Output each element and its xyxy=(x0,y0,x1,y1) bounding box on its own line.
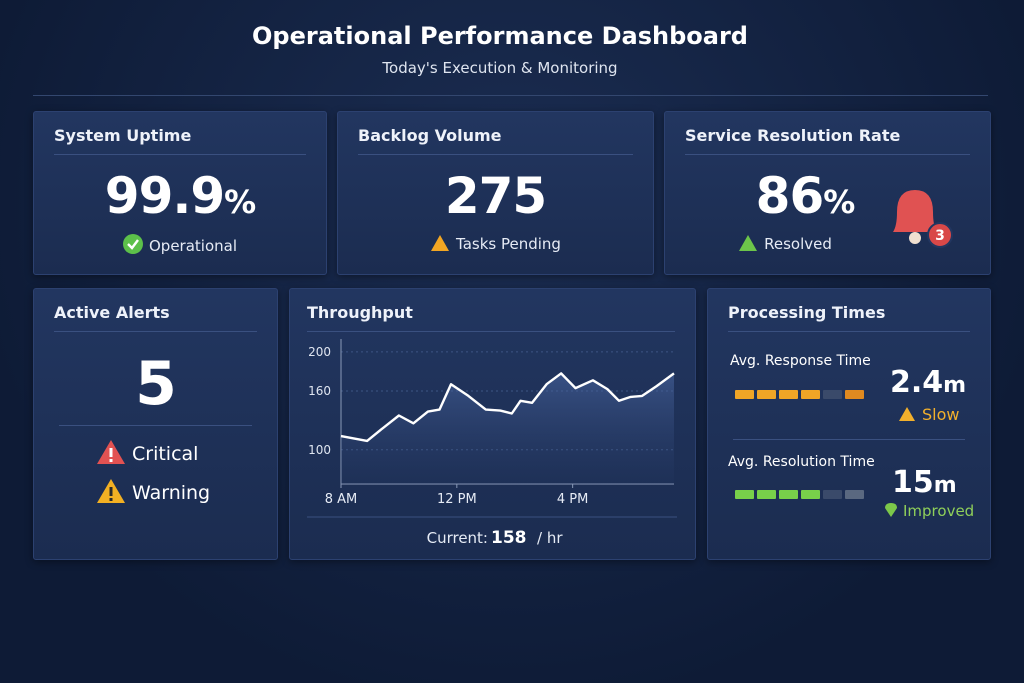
check-icon xyxy=(122,234,143,254)
current-unit: / hr xyxy=(537,529,563,547)
item-value: 2.4 xyxy=(890,365,944,400)
processing-card: Processing Times Avg. Response Time 2.4m… xyxy=(707,288,991,560)
x-tick-label: 8 AM xyxy=(325,492,358,507)
page-subtitle: Today's Execution & Monitoring xyxy=(382,59,618,77)
status-text: Resolved xyxy=(764,235,832,253)
critical-icon xyxy=(97,440,125,464)
item-status: Improved xyxy=(884,502,974,520)
badge-count: 3 xyxy=(935,228,945,244)
segment-bar xyxy=(735,384,867,403)
card-rule xyxy=(733,439,965,440)
status-text: Improved xyxy=(903,502,975,520)
resolution-card: Service Resolution Rate 86% Resolved 3 xyxy=(664,111,991,275)
status-text: Slow xyxy=(922,405,960,424)
throughput-card: Throughput Current: 158 / hr 100 160 200 8 … xyxy=(289,288,696,560)
metric-value: 86 xyxy=(755,167,825,225)
status: Operational xyxy=(34,234,326,255)
card-rule xyxy=(358,154,633,155)
item-unit: m xyxy=(943,373,967,398)
y-tick-label: 100 xyxy=(308,443,331,457)
current-value: 158 xyxy=(491,528,527,548)
status: Resolved xyxy=(665,234,905,253)
segment-bar xyxy=(735,484,867,503)
improved-icon xyxy=(885,503,897,517)
warning-icon xyxy=(97,479,125,503)
alert-item: Warning xyxy=(96,478,210,504)
item-label: Avg. Response Time xyxy=(730,353,871,369)
card-rule xyxy=(54,331,257,332)
card-title: Active Alerts xyxy=(54,303,170,322)
card-title: Throughput xyxy=(307,303,413,322)
line-area xyxy=(341,373,674,484)
card-rule xyxy=(728,331,970,332)
metric-value: 275 xyxy=(444,167,547,225)
item-unit: m xyxy=(933,473,957,498)
alert-text: Warning xyxy=(132,482,211,504)
item-metric: 2.4m xyxy=(890,365,966,400)
up-icon xyxy=(739,235,758,251)
item-metric: 15m xyxy=(892,465,957,500)
x-tick-label: 4 PM xyxy=(557,492,588,507)
divider xyxy=(33,95,988,96)
item-value: 15 xyxy=(892,465,934,500)
metric: 99.9% xyxy=(34,167,326,225)
card-rule xyxy=(54,154,306,155)
warning-icon xyxy=(431,235,450,251)
backlog-card: Backlog Volume 275 Tasks Pending xyxy=(337,111,654,275)
line xyxy=(340,372,675,443)
metric-value: 99.9 xyxy=(104,167,225,225)
current-label: Current: xyxy=(427,529,488,547)
alert-item: Critical xyxy=(96,439,198,465)
y-tick-label: 200 xyxy=(308,345,331,359)
throughput-chart: Current: 158 / hr 100 160 200 8 AM 12 PM 4 PM xyxy=(307,339,677,548)
alerts-card: Active Alerts 5 Critical Warning xyxy=(33,288,278,560)
page-title: Operational Performance Dashboard xyxy=(252,22,748,50)
metric-unit: % xyxy=(224,183,256,221)
uptime-card: System Uptime 99.9% Operational xyxy=(33,111,327,275)
status-text: Tasks Pending xyxy=(456,235,561,253)
metric-unit: % xyxy=(823,183,855,221)
card-title: System Uptime xyxy=(54,126,192,145)
alert-text: Critical xyxy=(132,443,199,465)
card-rule xyxy=(59,425,252,426)
card-title: Backlog Volume xyxy=(358,126,502,145)
status-text: Operational xyxy=(148,237,237,255)
bell-icon: 3 xyxy=(893,190,953,248)
y-tick-label: 160 xyxy=(308,384,331,398)
card-title: Processing Times xyxy=(728,303,886,322)
item-status: Slow xyxy=(898,405,959,424)
card-rule xyxy=(307,331,675,332)
metric: 86% xyxy=(665,167,945,225)
item-label: Avg. Resolution Time xyxy=(728,454,875,470)
card-title: Service Resolution Rate xyxy=(685,126,901,145)
metric-value: 5 xyxy=(135,349,177,419)
card-rule xyxy=(685,154,970,155)
x-tick-label: 12 PM xyxy=(437,492,477,507)
warning-icon xyxy=(899,407,915,421)
status: Tasks Pending xyxy=(338,234,653,253)
